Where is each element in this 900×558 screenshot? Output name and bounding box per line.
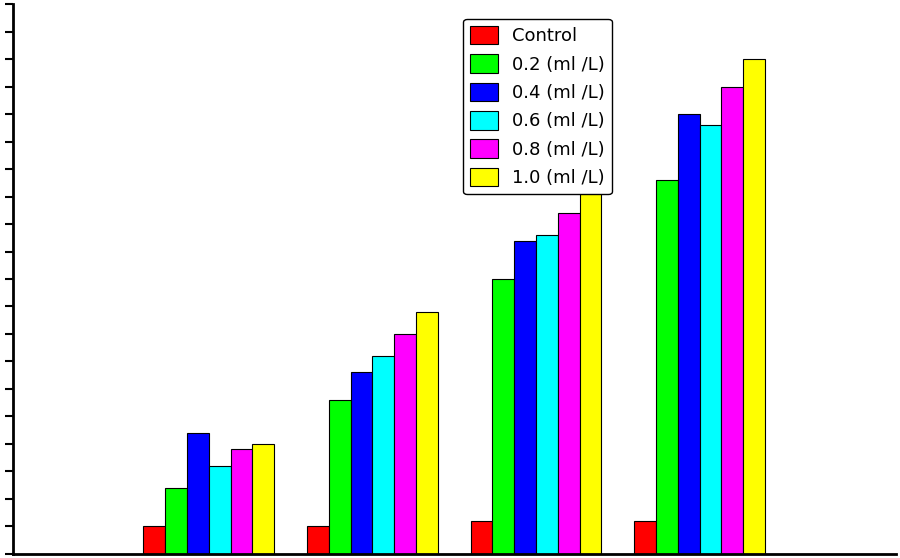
Bar bbox=[743, 59, 765, 554]
Bar bbox=[656, 180, 678, 554]
Bar bbox=[514, 240, 536, 554]
Bar bbox=[394, 334, 416, 554]
Bar bbox=[536, 235, 558, 554]
Bar bbox=[678, 114, 699, 554]
Bar bbox=[209, 466, 230, 554]
Bar bbox=[416, 312, 437, 554]
Bar bbox=[373, 356, 394, 554]
Bar bbox=[721, 86, 743, 554]
Bar bbox=[699, 125, 721, 554]
Bar bbox=[307, 526, 328, 554]
Bar bbox=[580, 169, 601, 554]
Bar bbox=[143, 526, 166, 554]
Bar bbox=[634, 521, 656, 554]
Bar bbox=[471, 521, 492, 554]
Bar bbox=[492, 279, 514, 554]
Bar bbox=[328, 400, 351, 554]
Bar bbox=[252, 444, 274, 554]
Bar bbox=[351, 372, 373, 554]
Legend: Control, 0.2 (ml /L), 0.4 (ml /L), 0.6 (ml /L), 0.8 (ml /L), 1.0 (ml /L): Control, 0.2 (ml /L), 0.4 (ml /L), 0.6 (… bbox=[464, 18, 612, 194]
Bar bbox=[230, 449, 252, 554]
Bar bbox=[187, 433, 209, 554]
Bar bbox=[558, 213, 580, 554]
Bar bbox=[166, 488, 187, 554]
